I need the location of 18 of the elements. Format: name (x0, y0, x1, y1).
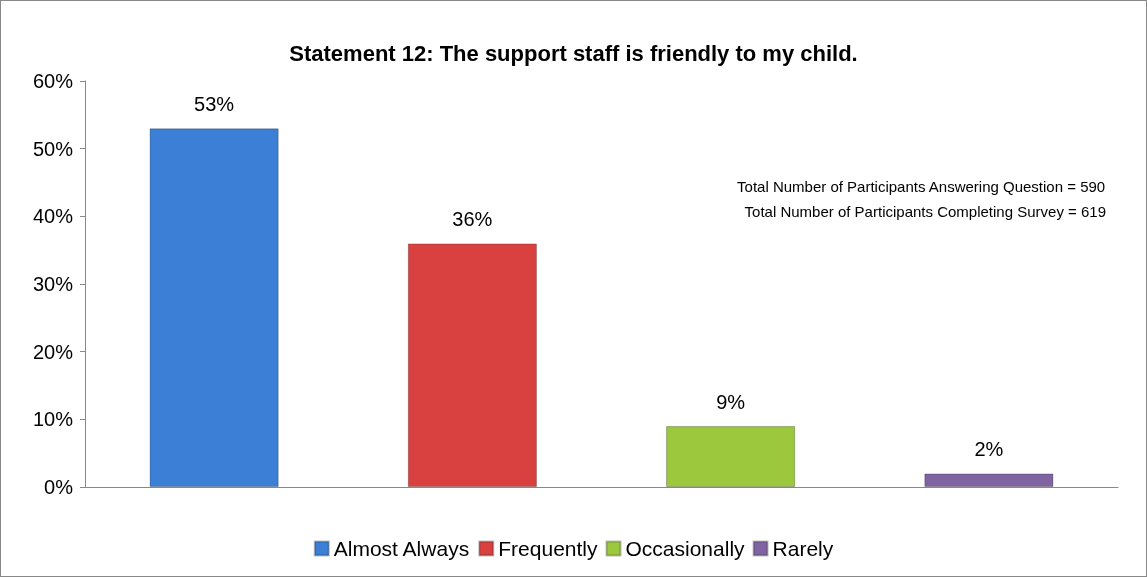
legend-label: Frequently (498, 537, 599, 560)
legend-label: Occasionally (625, 537, 746, 560)
legend-label: Almost Always (333, 537, 470, 560)
y-tick-label: 0% (44, 476, 74, 498)
y-tick-label: 60% (32, 70, 74, 92)
y-tick-label: 30% (32, 273, 74, 295)
y-tick-label: 10% (32, 408, 74, 431)
data-label: 36% (452, 208, 493, 231)
chart-title: Statement 12: The support staff is friendly to my child. (289, 40, 858, 66)
annotation: Total Number of Participants Completing Survey = 619 (744, 203, 1107, 220)
data-label: 2% (974, 438, 1004, 461)
y-tick-label: 50% (32, 137, 74, 160)
y-tick-label: 20% (32, 340, 74, 363)
data-label: 9% (716, 391, 746, 414)
y-tick-label: 40% (32, 205, 74, 228)
legend-label: Rarely (772, 537, 834, 560)
data-label: 53% (194, 93, 235, 116)
annotation: Total Number of Participants Answering Question = 590 (737, 178, 1106, 195)
